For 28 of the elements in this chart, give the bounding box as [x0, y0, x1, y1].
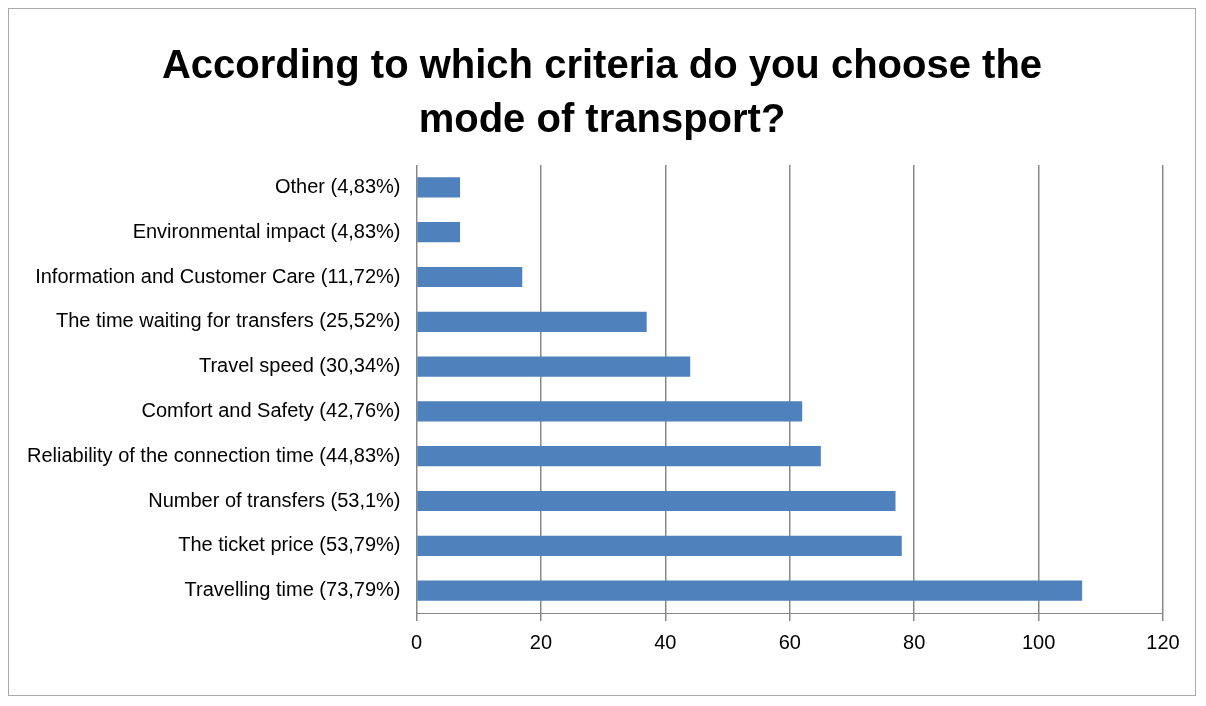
bar: [417, 222, 461, 243]
bar: [417, 490, 896, 512]
bar: [417, 356, 691, 377]
x-tick-label: 80: [903, 630, 926, 653]
bar: [417, 311, 647, 332]
y-tick-label: Number of transfers (53,1%): [148, 488, 401, 511]
y-tick-label: Environmental impact (4,83%): [132, 219, 401, 242]
y-tick-label: The time waiting for transfers (25,52%): [55, 309, 401, 332]
y-tick-label: Other (4,83%): [274, 174, 401, 197]
bar: [417, 177, 461, 198]
bar: [417, 580, 1083, 601]
y-tick-label: Information and Customer Care (11,72%): [35, 264, 401, 287]
x-tick-label: 40: [654, 630, 677, 653]
y-tick-label: The ticket price (53,79%): [178, 533, 401, 556]
y-tick-label: Comfort and Safety (42,76%): [141, 398, 401, 421]
x-tick-label: 20: [529, 630, 553, 653]
y-tick-label: Travel speed (30,34%): [198, 354, 401, 377]
x-tick-label: 60: [778, 630, 801, 653]
bar: [417, 535, 902, 556]
y-tick-label: Reliability of the connection time (44,83%): [26, 443, 401, 466]
x-tick-label: 100: [1021, 630, 1056, 653]
bar: [417, 446, 821, 467]
x-tick-label: 0: [410, 630, 423, 653]
bar: [417, 401, 803, 422]
bar: [417, 266, 523, 288]
chart-title: According to which criteria do you choose the mode of transport?: [160, 41, 1044, 142]
x-tick-label: 120: [1146, 630, 1180, 653]
y-tick-label: Travelling time (73,79%): [184, 578, 401, 601]
